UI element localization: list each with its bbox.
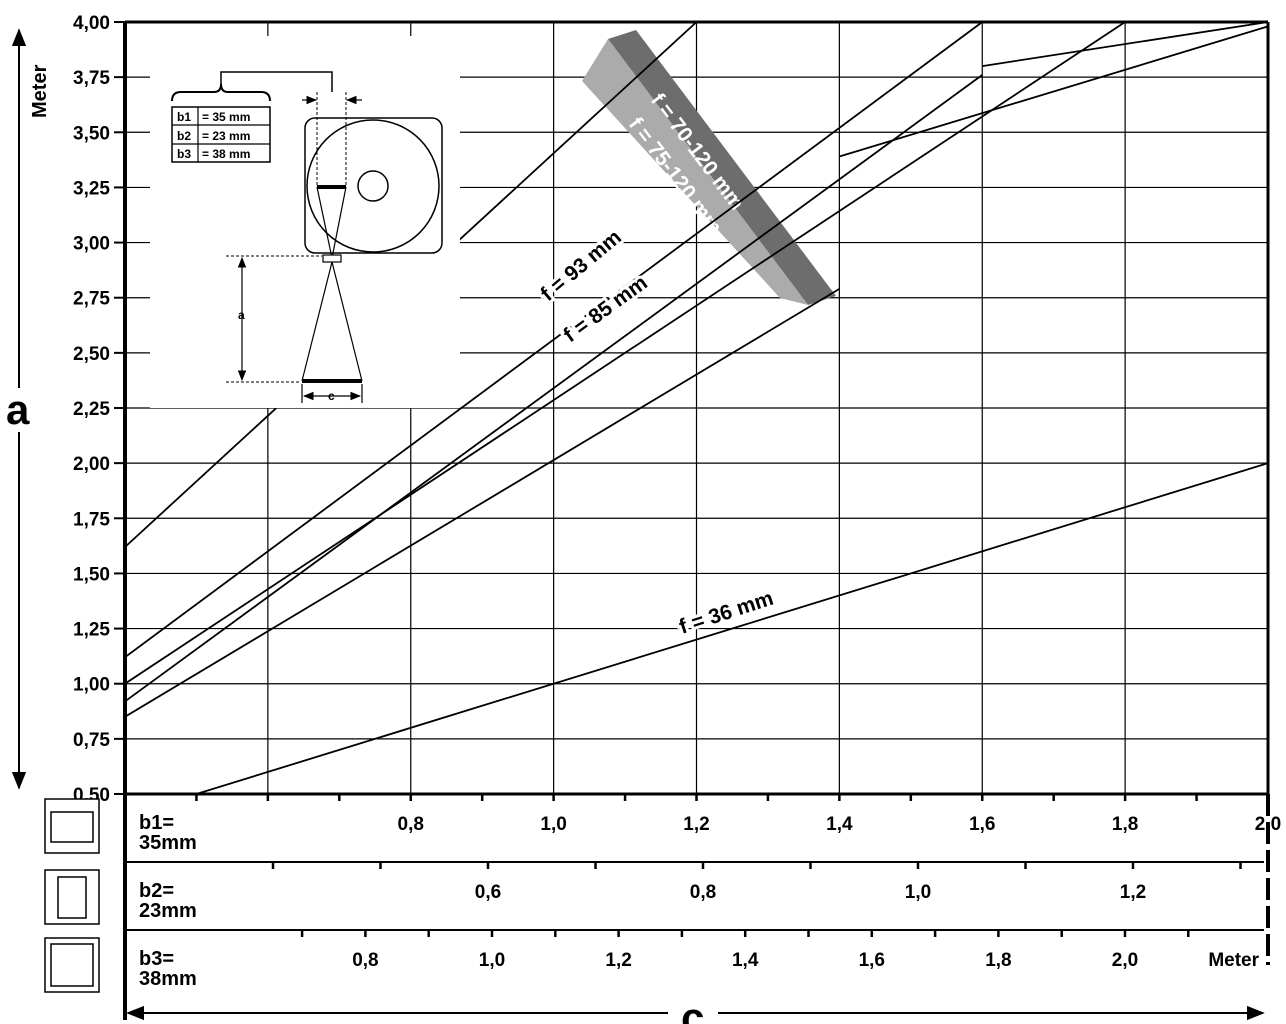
series-line-1 — [124, 288, 840, 718]
y-axis-unit: Meter — [29, 64, 51, 118]
y-tick-label: 0,75 — [73, 730, 110, 751]
x-tick-label: 1,2 — [605, 950, 631, 971]
y-tick-label: 2,00 — [73, 454, 110, 475]
x-tick-label: 2,0 — [1112, 950, 1138, 971]
x-tick-label: 2,0 — [1255, 814, 1281, 835]
band-75-120 — [582, 39, 808, 305]
x-scale-1: b1=35mm 0,8 1,0 1,2 1,4 1,6 1,8 2,0 — [139, 794, 1281, 854]
x-scale-3: b3=38mm 0,8 1,0 1,2 1,4 1,6 1,8 2,0 Meter — [125, 929, 1264, 990]
y-tick-label: 2,50 — [73, 344, 110, 365]
x-scale-name-2: 38mm — [139, 968, 197, 990]
x-axis-symbol: c — [681, 994, 704, 1024]
x-tick-label: 1,0 — [905, 882, 931, 903]
x-scale-name-1: b2= — [139, 880, 174, 902]
series-line-6 — [839, 25, 1269, 158]
x-scale-name-2: 23mm — [139, 900, 197, 922]
x-scale-name-1: b1= — [139, 812, 174, 834]
x-tick-label: 1,0 — [479, 950, 505, 971]
series-line-0 — [196, 462, 1269, 795]
diagram-label-a: a — [238, 308, 245, 322]
x-scale-name-1: b3= — [139, 948, 174, 970]
connector — [220, 71, 333, 92]
focal-bands: f = 70-120 mm f = 75-120 mm — [582, 30, 836, 305]
x-tick-label: 1,2 — [1120, 882, 1146, 903]
x-tick-label: 1,6 — [969, 814, 995, 835]
y-tick-label: 3,75 — [73, 68, 110, 89]
y-tick-label: 3,00 — [73, 234, 110, 255]
x-tick-label: 1,8 — [985, 950, 1011, 971]
x-tick-label: 1,0 — [540, 814, 566, 835]
projector-body — [304, 117, 443, 254]
y-axis: 0,500,751,001,251,501,752,002,252,502,75… — [73, 13, 125, 806]
series-line-4 — [124, 21, 983, 658]
format-icons — [44, 798, 100, 993]
x-tick-label: 1,6 — [859, 950, 885, 971]
x-axis-unit: Meter — [1208, 950, 1259, 971]
y-tick-label: 2,25 — [73, 399, 110, 420]
format-table: b1 = 35 mm b2 = 23 mm b3 = 38 mm — [171, 106, 271, 163]
format-value-b2: = 23 mm — [202, 129, 250, 143]
y-axis-symbol: a — [6, 386, 30, 433]
x-tick-label: 0,6 — [475, 882, 501, 903]
x-tick-label: 0,8 — [690, 882, 716, 903]
y-tick-label: 3,50 — [73, 123, 110, 144]
x-tick-label: 1,2 — [683, 814, 709, 835]
x-scales: b1=35mm 0,8 1,0 1,2 1,4 1,6 1,8 2,0 b2=23mm 0,6 0,… — [125, 794, 1281, 990]
y-tick-label: 1,75 — [73, 509, 110, 530]
y-tick-label: 1,25 — [73, 620, 110, 641]
series-lines — [124, 21, 1269, 795]
format-value-b3: = 38 mm — [202, 147, 250, 161]
y-tick-label: 2,75 — [73, 289, 110, 310]
series-line-3 — [124, 21, 1126, 685]
x-scale-2: b2=23mm 0,6 0,8 1,0 1,2 — [125, 861, 1264, 922]
y-tick-label: 4,00 — [73, 13, 110, 34]
x-scale-name-2: 35mm — [139, 832, 197, 854]
diagram-label-c: c — [328, 389, 335, 403]
format-key-b1: b1 — [177, 110, 191, 124]
x-tick-label: 1,4 — [732, 950, 759, 971]
y-tick-label: 1,00 — [73, 675, 110, 696]
format-key-b2: b2 — [177, 129, 191, 143]
format-value-b1: = 35 mm — [202, 110, 250, 124]
y-tick-label: 1,50 — [73, 564, 110, 585]
x-tick-label: 0,8 — [398, 814, 424, 835]
series-line-2 — [124, 74, 983, 703]
format-key-b3: b3 — [177, 147, 191, 161]
band-70-120 — [608, 30, 836, 305]
x-tick-label: 1,8 — [1112, 814, 1138, 835]
x-tick-label: 0,8 — [352, 950, 378, 971]
x-tick-label: 1,4 — [826, 814, 853, 835]
series-line-7 — [982, 21, 1269, 67]
y-tick-label: 3,25 — [73, 178, 110, 199]
projector-diagram: b1 = 35 mm b2 = 23 mm b3 = 38 mm a c — [171, 71, 443, 403]
